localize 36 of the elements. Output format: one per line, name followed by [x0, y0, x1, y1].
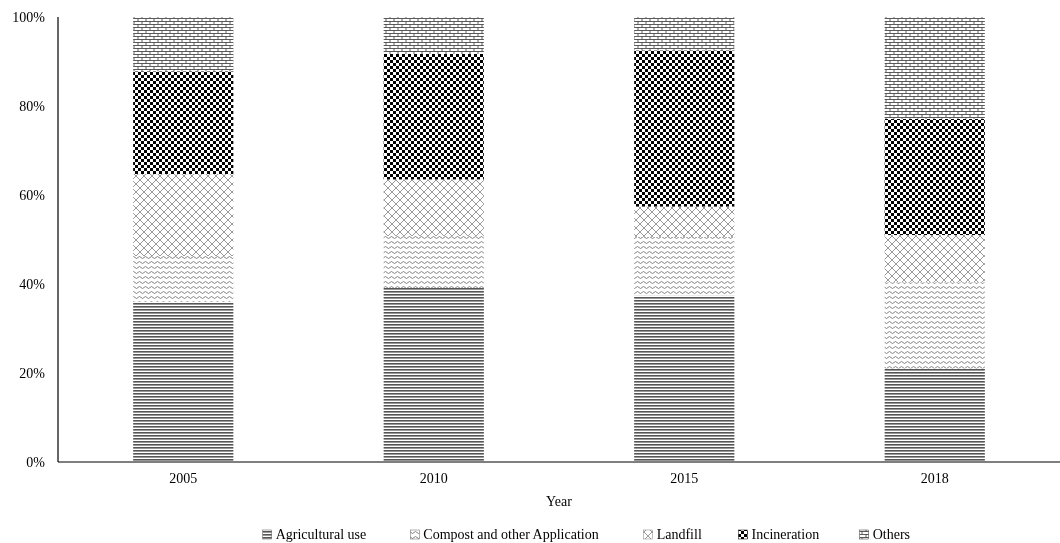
- bar: [383, 288, 484, 462]
- x-tick-label: 2010: [419, 471, 448, 486]
- bar: [383, 53, 484, 180]
- bar: [133, 301, 234, 462]
- y-tick-label: 0%: [26, 454, 46, 470]
- bar: [634, 206, 735, 237]
- bar: [383, 17, 484, 54]
- bar: [383, 235, 484, 289]
- x-tick-label: 2018: [920, 471, 949, 486]
- x-axis-title: Year: [546, 494, 573, 509]
- bar: [634, 295, 735, 462]
- bar: [383, 179, 484, 236]
- legend-label: Compost and other Application: [423, 527, 599, 542]
- y-tick-label: 60%: [19, 187, 46, 203]
- bar: [884, 368, 985, 462]
- bar: [133, 71, 234, 175]
- bar: [133, 174, 234, 256]
- bar: [634, 17, 735, 51]
- bar: [884, 17, 985, 119]
- x-tick-label: 2015: [670, 471, 699, 486]
- legend-label: Agricultural use: [275, 527, 367, 542]
- legend-label: Others: [872, 527, 911, 542]
- x-tick-label: 2005: [169, 471, 198, 486]
- bar: [133, 17, 234, 72]
- bar: [634, 236, 735, 296]
- legend-label: Landfill: [656, 527, 702, 542]
- bar: [133, 255, 234, 302]
- y-tick-label: 40%: [19, 276, 46, 292]
- legend-label: Incineration: [751, 527, 820, 542]
- bar: [884, 282, 985, 369]
- y-tick-label: 80%: [19, 98, 46, 114]
- bar: [884, 118, 985, 236]
- bar: [884, 235, 985, 283]
- bar: [634, 50, 735, 207]
- y-tick-label: 20%: [19, 365, 46, 381]
- y-tick-label: 100%: [12, 9, 46, 25]
